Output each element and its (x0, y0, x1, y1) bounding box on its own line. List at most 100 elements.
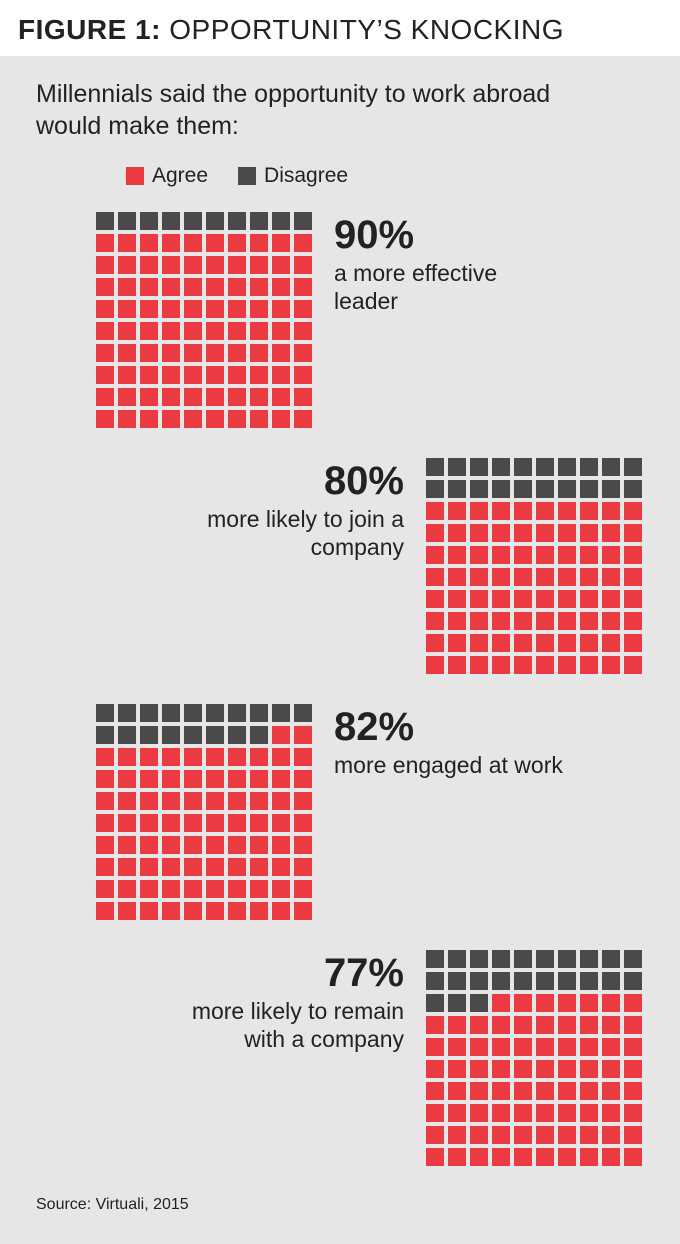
stat-percent: 90% (334, 214, 564, 256)
waffle-cell (426, 950, 444, 968)
waffle-cell (184, 300, 202, 318)
waffle-cell (206, 792, 224, 810)
waffle-cell (470, 656, 488, 674)
waffle-cell (558, 994, 576, 1012)
waffle-cell (514, 1126, 532, 1144)
legend-label-disagree: Disagree (264, 164, 348, 188)
waffle-cell (624, 1060, 642, 1078)
waffle-cell (602, 1148, 620, 1166)
figure-title-text: OPPORTUNITY’S KNOCKING (169, 14, 564, 45)
waffle-cell (470, 1038, 488, 1056)
waffle-cell (96, 388, 114, 406)
waffle-cell (162, 880, 180, 898)
chart-row: 80%more likely to join a company (36, 458, 642, 674)
waffle-cell (140, 792, 158, 810)
waffle-cell (492, 634, 510, 652)
waffle-cell (426, 972, 444, 990)
waffle-cell (184, 836, 202, 854)
waffle-cell (624, 1148, 642, 1166)
waffle-cell (294, 770, 312, 788)
waffle-cell (448, 1038, 466, 1056)
figure-body: Millennials said the opportunity to work… (0, 56, 680, 1244)
waffle-cell (580, 524, 598, 542)
waffle-cell (162, 212, 180, 230)
waffle-cell (470, 502, 488, 520)
waffle-cell (96, 212, 114, 230)
waffle-cell (228, 300, 246, 318)
waffle-cell (206, 770, 224, 788)
waffle-cell (206, 388, 224, 406)
waffle-cell (580, 590, 598, 608)
chart-row: 77%more likely to remain with a company (36, 950, 642, 1166)
waffle-cell (514, 656, 532, 674)
waffle-cell (426, 480, 444, 498)
waffle-cell (492, 612, 510, 630)
waffle-cell (118, 410, 136, 428)
waffle-cell (206, 836, 224, 854)
waffle-cell (118, 726, 136, 744)
waffle-cell (140, 344, 158, 362)
waffle-cell (580, 1060, 598, 1078)
waffle-cell (624, 480, 642, 498)
waffle-cell (470, 524, 488, 542)
waffle-cell (448, 546, 466, 564)
waffle-cell (448, 612, 466, 630)
waffle-cell (514, 1082, 532, 1100)
waffle-cell (206, 212, 224, 230)
waffle-cell (536, 502, 554, 520)
waffle-cell (206, 704, 224, 722)
waffle-cell (624, 1104, 642, 1122)
waffle-cell (514, 546, 532, 564)
waffle-cell (514, 1038, 532, 1056)
waffle-chart (96, 704, 312, 920)
waffle-cell (228, 814, 246, 832)
waffle-cell (184, 212, 202, 230)
waffle-cell (470, 994, 488, 1012)
waffle-cell (162, 858, 180, 876)
waffle-cell (184, 322, 202, 340)
waffle-cell (96, 322, 114, 340)
waffle-cell (602, 524, 620, 542)
waffle-cell (514, 994, 532, 1012)
waffle-cell (140, 858, 158, 876)
waffle-cell (448, 1148, 466, 1166)
waffle-cell (250, 212, 268, 230)
waffle-cell (536, 612, 554, 630)
waffle-cell (118, 858, 136, 876)
waffle-cell (558, 950, 576, 968)
waffle-cell (206, 300, 224, 318)
waffle-cell (470, 972, 488, 990)
waffle-cell (426, 502, 444, 520)
waffle-cell (294, 792, 312, 810)
waffle-cell (624, 634, 642, 652)
waffle-cell (250, 858, 268, 876)
waffle-cell (514, 1016, 532, 1034)
legend-swatch-agree (126, 167, 144, 185)
waffle-cell (272, 902, 290, 920)
waffle-cell (558, 1038, 576, 1056)
waffle-cell (118, 792, 136, 810)
waffle-cell (96, 300, 114, 318)
waffle-cell (470, 1060, 488, 1078)
waffle-cell (272, 256, 290, 274)
stat-textblock: 82%more engaged at work (334, 704, 563, 780)
waffle-cell (580, 1126, 598, 1144)
waffle-cell (426, 546, 444, 564)
waffle-cell (602, 480, 620, 498)
waffle-cell (426, 634, 444, 652)
waffle-cell (272, 770, 290, 788)
waffle-cell (514, 1060, 532, 1078)
waffle-cell (162, 322, 180, 340)
waffle-cell (118, 748, 136, 766)
waffle-cell (536, 458, 554, 476)
waffle-cell (228, 234, 246, 252)
waffle-cell (492, 546, 510, 564)
waffle-cell (558, 1104, 576, 1122)
waffle-cell (140, 256, 158, 274)
waffle-cell (624, 612, 642, 630)
waffle-cell (536, 568, 554, 586)
legend-label-agree: Agree (152, 164, 208, 188)
waffle-cell (536, 1104, 554, 1122)
waffle-cell (162, 388, 180, 406)
waffle-cell (536, 1060, 554, 1078)
